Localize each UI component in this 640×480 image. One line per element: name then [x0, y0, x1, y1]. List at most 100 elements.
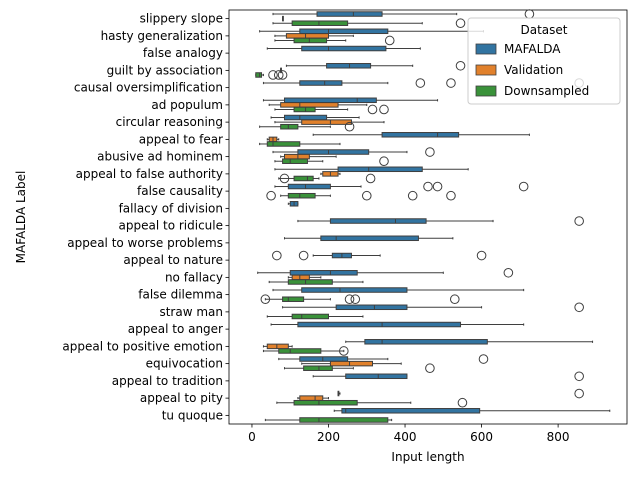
iqr-box-downsampled-equivocation	[303, 365, 333, 371]
flier-downsampled-ad-populum-0	[367, 104, 378, 115]
y-tick-label-fallacy-of-division: fallacy of division	[119, 201, 223, 215]
box-mafalda-circular-reasoning	[270, 114, 360, 121]
iqr-box-mafalda-appeal-to-fear	[381, 132, 460, 138]
iqr-box-validation-no-fallacy	[291, 274, 310, 281]
iqr-box-mafalda-no-fallacy	[289, 270, 358, 276]
y-tick-label-appeal-to-nature: appeal to nature	[123, 253, 223, 267]
y-tick-label-false-analogy: false analogy	[143, 46, 223, 60]
y-tick-label-appeal-to-fear: appeal to fear	[139, 132, 223, 146]
iqr-box-mafalda-tu-quoque	[341, 408, 481, 414]
box-mafalda-appeal-to-anger	[270, 321, 525, 328]
box-downsampled-guilt-by-association	[255, 70, 288, 80]
box-mafalda-equivocation	[278, 354, 489, 364]
box-downsampled-appeal-to-positive-emotion	[262, 346, 349, 356]
iqr-box-mafalda-circular-reasoning	[283, 114, 328, 121]
box-downsampled-slippery-slope	[272, 18, 466, 29]
flier-downsampled-hasty-generalization-0	[384, 35, 395, 46]
box-validation-appeal-to-false-authority	[320, 171, 341, 177]
x-tick-label-0: 0	[248, 430, 256, 444]
box-downsampled-ad-populum	[274, 104, 389, 115]
box-downsampled-abusive-ad-hominem	[274, 156, 389, 167]
y-tick-label-appeal-to-anger: appeal to anger	[128, 322, 223, 336]
iqr-box-mafalda-false-dilemma	[301, 287, 408, 293]
legend-label-mafalda: MAFALDA	[504, 42, 561, 56]
flier-mafalda-guilt-by-association-0	[455, 60, 466, 71]
box-downsampled-equivocation	[283, 363, 435, 374]
box-mafalda-appeal-to-nature	[272, 250, 487, 261]
y-tick-label-straw-man: straw man	[159, 305, 223, 319]
box-mafalda-appeal-to-pity	[337, 388, 584, 399]
y-tick-labels: slippery slope hasty generalization false …	[62, 12, 229, 422]
y-tick-label-appeal-to-worse-problems: appeal to worse problems	[67, 236, 223, 250]
flier-downsampled-appeal-to-false-authority-0	[279, 173, 290, 184]
legend-label-validation: Validation	[504, 63, 563, 77]
iqr-box-mafalda-straw-man	[335, 304, 408, 311]
box-validation-slippery-slope	[282, 15, 284, 22]
iqr-box-validation-appeal-to-positive-emotion	[266, 343, 289, 350]
iqr-box-mafalda-appeal-to-tradition	[345, 373, 408, 380]
plot-frame	[228, 9, 628, 425]
flier-downsampled-equivocation-0	[425, 363, 435, 374]
flier-downsampled-appeal-to-positive-emotion-0	[339, 346, 349, 356]
box-mafalda-ad-populum	[262, 97, 439, 104]
box-mafalda-no-fallacy	[257, 267, 514, 278]
box-mafalda-appeal-to-false-authority	[274, 166, 469, 173]
iqr-box-downsampled-abusive-ad-hominem	[282, 158, 308, 164]
flier-mafalda-slippery-slope-0	[524, 9, 535, 19]
flier-downsampled-false-dilemma-2	[350, 294, 361, 305]
box-mafalda-false-dilemma	[272, 287, 525, 293]
iqr-box-downsampled-guilt-by-association	[255, 72, 263, 78]
flier-mafalda-equivocation-0	[478, 354, 489, 364]
flier-downsampled-slippery-slope-0	[455, 18, 466, 29]
box-downsampled-appeal-to-false-authority	[278, 173, 376, 184]
flier-mafalda-appeal-to-nature-1	[298, 250, 309, 261]
legend-title: Dataset	[521, 23, 568, 37]
legend-swatch-validation	[475, 64, 497, 76]
plot-area	[228, 9, 628, 425]
iqr-box-mafalda-appeal-to-anger	[297, 321, 462, 328]
box-downsampled-appeal-to-fear	[259, 141, 341, 147]
flier-mafalda-abusive-ad-hominem-0	[425, 147, 435, 157]
flier-downsampled-false-causality-0	[266, 190, 276, 201]
flier-downsampled-false-causality-2	[407, 190, 418, 201]
iqr-box-downsampled-tu-quoque	[299, 417, 389, 423]
x-tick-label-400: 400	[394, 430, 417, 444]
flier-downsampled-false-causality-3	[446, 190, 456, 201]
legend-label-downsampled: Downsampled	[504, 84, 589, 98]
iqr-box-downsampled-circular-reasoning	[280, 123, 299, 130]
x-tick-label-600: 600	[470, 430, 493, 444]
y-tick-label-hasty-generalization: hasty generalization	[101, 29, 223, 43]
flier-mafalda-appeal-to-nature-2	[476, 250, 487, 261]
iqr-box-mafalda-ad-populum	[283, 97, 377, 104]
iqr-box-downsampled-false-dilemma	[282, 296, 305, 302]
flier-mafalda-appeal-to-pity-0	[574, 388, 584, 399]
iqr-box-mafalda-slippery-slope	[316, 11, 383, 17]
iqr-box-mafalda-appeal-to-worse-problems	[320, 235, 419, 242]
flier-downsampled-false-dilemma-1	[344, 294, 355, 305]
box-mafalda-appeal-to-fear	[312, 132, 530, 138]
y-tick-label-false-dilemma: false dilemma	[138, 288, 223, 302]
flier-downsampled-circular-reasoning-0	[344, 121, 355, 132]
iqr-box-mafalda-appeal-to-ridicule	[329, 218, 427, 224]
flier-downsampled-ad-populum-1	[379, 104, 389, 115]
flier-downsampled-appeal-to-false-authority-1	[365, 173, 376, 184]
box-mafalda-appeal-to-worse-problems	[283, 235, 454, 242]
legend-frame	[467, 17, 621, 105]
iqr-box-validation-abusive-ad-hominem	[283, 153, 310, 160]
x-tick-label-200: 200	[317, 430, 340, 444]
box-mafalda-appeal-to-ridicule	[297, 216, 584, 226]
iqr-box-downsampled-slippery-slope	[291, 20, 349, 26]
iqr-box-mafalda-appeal-to-positive-emotion	[364, 339, 488, 345]
y-tick-label-guilt-by-association: guilt by association	[107, 63, 223, 77]
legend-swatch-downsampled	[475, 85, 497, 97]
iqr-box-mafalda-equivocation	[299, 356, 349, 362]
iqr-box-validation-circular-reasoning	[301, 119, 352, 125]
y-tick-label-slippery-slope: slippery slope	[140, 12, 223, 26]
y-tick-label-ad-populum: ad populum	[151, 98, 223, 112]
box-validation-appeal-to-positive-emotion	[262, 343, 293, 350]
flier-downsampled-false-dilemma-0	[260, 294, 271, 305]
box-validation-hasty-generalization	[274, 33, 354, 39]
legend-swatch-mafalda	[475, 43, 497, 55]
y-tick-label-circular-reasoning: circular reasoning	[116, 115, 223, 129]
